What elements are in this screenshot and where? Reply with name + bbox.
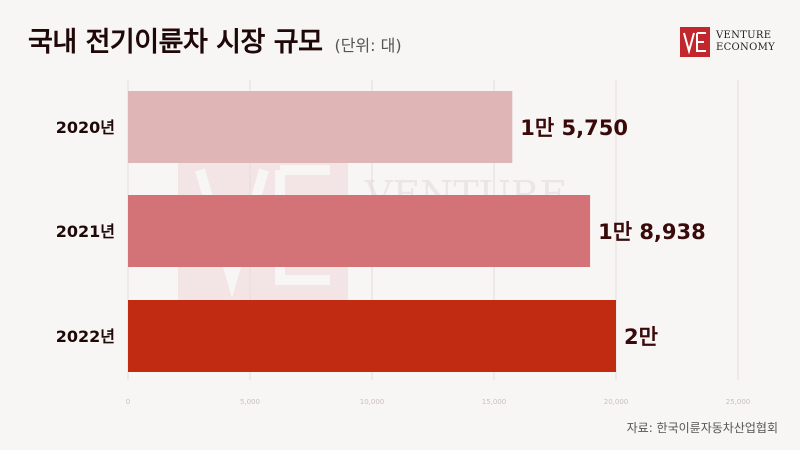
venture-economy-logo: VENTURE ECONOMY — [680, 27, 775, 57]
data-label: 1만 5,750 — [520, 116, 628, 140]
data-label: 1만 8,938 — [598, 220, 706, 244]
category-label: 2021년 — [56, 222, 115, 241]
bar-2020년 — [128, 91, 513, 163]
logo-wordmark: VENTURE ECONOMY — [716, 30, 775, 54]
bar-2021년 — [128, 195, 591, 267]
x-axis-ticks: 0 5,000 10,000 15,000 20,000 25,000 — [126, 398, 750, 406]
x-tick-label: 15,000 — [482, 398, 507, 406]
x-tick-label: 10,000 — [360, 398, 385, 406]
logo-line-1: VENTURE — [716, 30, 772, 41]
data-label: 2만 — [624, 325, 658, 349]
bars — [128, 91, 616, 372]
title-area: 국내 전기이륜차 시장 규모 (단위: 대) — [28, 20, 402, 59]
logo-line-2: ECONOMY — [716, 42, 776, 53]
unit-label: (단위: 대) — [334, 36, 402, 55]
x-tick-label: 5,000 — [240, 398, 260, 406]
chart-title: 국내 전기이륜차 시장 규모 — [28, 27, 323, 58]
ve-logo-icon — [680, 27, 710, 57]
x-tick-label: 0 — [126, 398, 130, 406]
x-tick-label: 25,000 — [726, 398, 751, 406]
category-label: 2020년 — [56, 118, 115, 137]
bar-2022년 — [128, 300, 616, 372]
x-tick-label: 20,000 — [604, 398, 629, 406]
category-label: 2022년 — [56, 327, 115, 346]
labels: 2020년 1만 5,750 2021년 1만 8,938 2022년 2만 — [56, 116, 706, 349]
source-note: 자료: 한국이륜자동차산업협회 — [626, 421, 778, 435]
